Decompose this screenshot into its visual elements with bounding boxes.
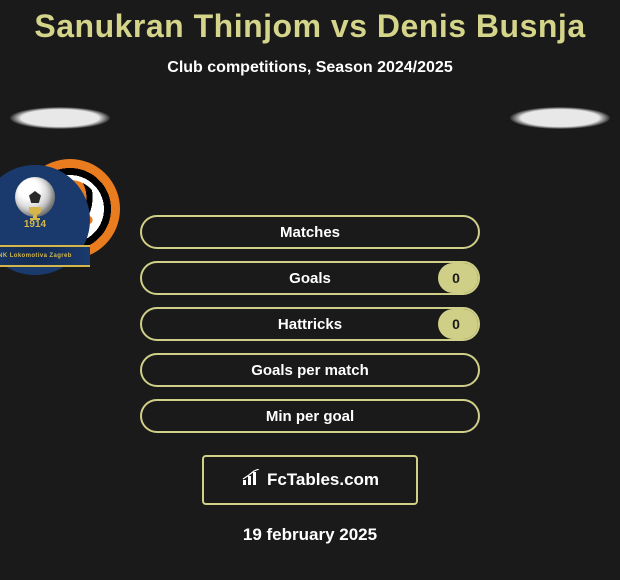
stat-label: Hattricks (278, 316, 342, 333)
stat-rows: Matches Goals 0 Hattricks 0 Goals per match Mi… (140, 215, 480, 433)
stat-label: Matches (280, 224, 340, 241)
lokomotiva-label: NK Lokomotiva Zagreb (0, 245, 90, 267)
chart-icon (241, 469, 263, 492)
branding-box[interactable]: FcTables.com (202, 455, 418, 505)
branding-text: FcTables.com (267, 470, 379, 490)
stat-label: Goals (289, 270, 331, 287)
lokomotiva-year: 1914 (24, 219, 46, 230)
date-text: 19 february 2025 (0, 525, 620, 545)
shadow-left (10, 107, 110, 129)
stat-row: Matches (140, 215, 480, 249)
stat-value-right: 0 (442, 270, 470, 286)
stat-label: Goals per match (251, 362, 369, 379)
stat-label: Min per goal (266, 408, 354, 425)
comparison-panel: CHIANGRAI 1914 NK Lokomotiva Zagreb Matc… (0, 105, 620, 433)
shadow-right (510, 107, 610, 129)
stat-row: Min per goal (140, 399, 480, 433)
stat-row: Hattricks 0 (140, 307, 480, 341)
stat-value-right: 0 (442, 316, 470, 332)
subtitle: Club competitions, Season 2024/2025 (0, 59, 620, 77)
page-title: Sanukran Thinjom vs Denis Busnja (0, 0, 620, 45)
stat-row: Goals 0 (140, 261, 480, 295)
stat-row: Goals per match (140, 353, 480, 387)
